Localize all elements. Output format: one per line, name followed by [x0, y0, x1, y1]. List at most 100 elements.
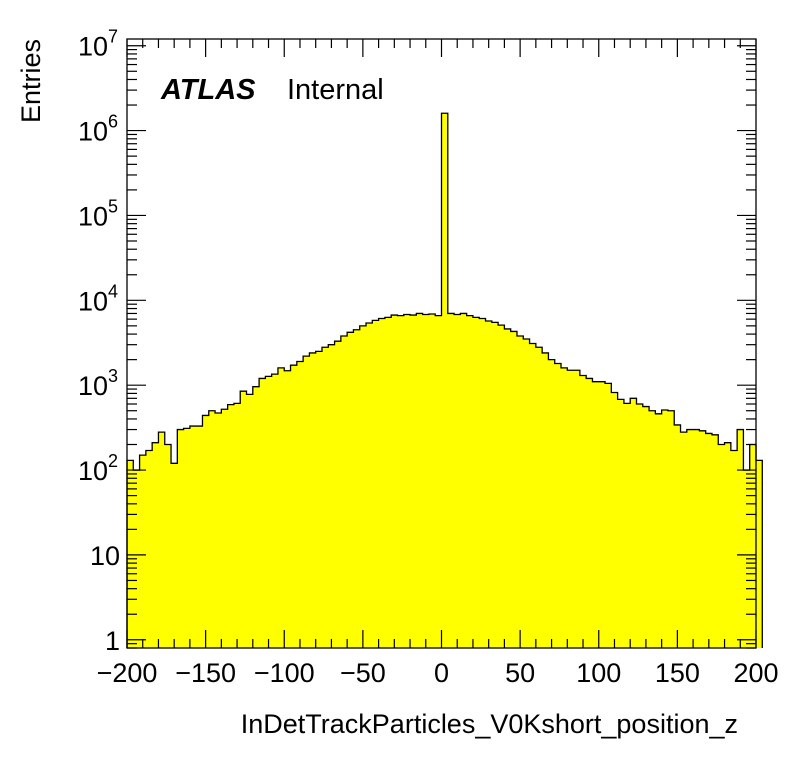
histogram-bar — [667, 410, 675, 648]
histogram-bar — [598, 381, 606, 648]
histogram-bar — [535, 347, 543, 648]
histogram-bar — [233, 403, 241, 648]
histogram-bar — [202, 415, 210, 648]
histogram-bar — [642, 406, 650, 648]
x-tick-label: −50 — [340, 658, 386, 688]
histogram-bar — [259, 378, 266, 648]
histogram-bar — [372, 320, 379, 648]
histogram-bar — [284, 370, 291, 648]
histogram-bar — [384, 317, 392, 648]
histogram-bar — [215, 413, 222, 648]
histogram-bar — [730, 450, 738, 648]
histogram-bar — [246, 394, 254, 648]
histogram-bar — [548, 359, 556, 648]
histogram-bar — [472, 317, 480, 648]
histogram-bar — [208, 410, 216, 648]
histogram-bar — [718, 444, 725, 648]
histogram-bar — [737, 429, 744, 648]
histogram-bar — [164, 444, 172, 648]
histogram-bar — [705, 433, 713, 648]
histogram-bar — [542, 352, 549, 648]
histogram-bar — [340, 335, 348, 648]
histogram-bar — [145, 450, 153, 648]
histogram-bar — [391, 315, 398, 648]
y-tick-label: 107 — [78, 27, 118, 62]
histogram-bar — [359, 325, 367, 648]
histogram-bar — [196, 426, 203, 648]
x-tick-label: −200 — [97, 658, 158, 688]
histogram-bar — [554, 363, 562, 648]
histogram-bar — [567, 370, 574, 648]
histogram-bar — [623, 403, 631, 648]
histogram-bar — [435, 315, 442, 648]
histogram-bar — [749, 444, 757, 648]
histogram-bar — [158, 432, 166, 648]
histogram-bar — [611, 392, 619, 648]
histogram-bar — [454, 314, 461, 648]
histogram-bar — [479, 318, 486, 648]
histogram-bar — [529, 343, 537, 648]
histogram-bar — [428, 313, 436, 648]
histogram-bar — [504, 328, 512, 648]
histogram-bar — [290, 365, 298, 648]
histogram-bar — [630, 398, 637, 648]
x-tick-labels: −200 −150 −100 −50 0 50 100 150 200 — [97, 658, 779, 688]
histogram-bar — [447, 313, 455, 648]
y-tick-label: 102 — [78, 451, 118, 486]
histogram-bar — [410, 315, 417, 648]
histogram-bar — [579, 375, 587, 648]
histogram-bar — [422, 314, 430, 648]
y-tick-label: 10 — [90, 541, 120, 571]
histogram-bar — [523, 339, 530, 648]
x-tick-label: −150 — [175, 658, 236, 688]
histogram-bar — [227, 404, 235, 648]
x-tick-label: 100 — [576, 658, 621, 688]
histogram-bar — [686, 429, 694, 648]
histogram-bar — [441, 113, 449, 648]
histogram-bar — [586, 378, 593, 648]
x-tick-label: 200 — [733, 658, 778, 688]
histogram-bar — [127, 460, 134, 648]
histogram-bar — [699, 430, 707, 648]
histogram-bar — [693, 429, 700, 648]
y-tick-label: 1 — [105, 626, 120, 656]
histogram-bar — [674, 424, 681, 648]
histogram-bar — [240, 391, 247, 648]
histogram-bar — [617, 399, 625, 648]
histogram-bar — [277, 367, 285, 648]
histogram-bar — [189, 426, 197, 648]
histogram-bar — [661, 409, 669, 648]
histogram-bar — [252, 386, 260, 648]
histogram-outline — [126, 112, 763, 648]
histogram-bar — [221, 409, 229, 648]
histogram-bar — [321, 347, 329, 648]
y-axis-label: Entries — [16, 39, 46, 123]
histogram-bar — [353, 329, 361, 648]
histogram-bar — [680, 432, 688, 648]
x-axis-label: InDetTrackParticles_V0Kshort_position_z — [241, 709, 738, 739]
histogram-bar — [139, 455, 147, 648]
y-tick-label: 105 — [78, 196, 118, 231]
histogram-bar — [510, 331, 518, 648]
histogram-bar — [416, 313, 424, 648]
histogram-bar — [315, 351, 323, 648]
histogram-bar — [561, 367, 568, 648]
histogram-bar — [328, 344, 335, 648]
histogram-bar — [460, 313, 468, 648]
histogram-bar — [466, 315, 474, 648]
histogram-bar — [711, 434, 719, 648]
histogram-bar — [296, 361, 304, 648]
histogram-bar — [171, 463, 178, 648]
x-tick-label: −100 — [254, 658, 315, 688]
histogram-bar — [177, 429, 185, 648]
histogram-bar — [378, 318, 386, 648]
axis-ticks — [126, 39, 757, 649]
histogram-bar — [303, 356, 310, 648]
histogram-bar — [397, 315, 405, 648]
histogram-bar — [403, 314, 411, 648]
histogram-bar — [271, 374, 279, 648]
x-tick-label: 0 — [434, 658, 449, 688]
histogram-bars — [127, 113, 763, 648]
histogram-bar — [649, 410, 656, 648]
